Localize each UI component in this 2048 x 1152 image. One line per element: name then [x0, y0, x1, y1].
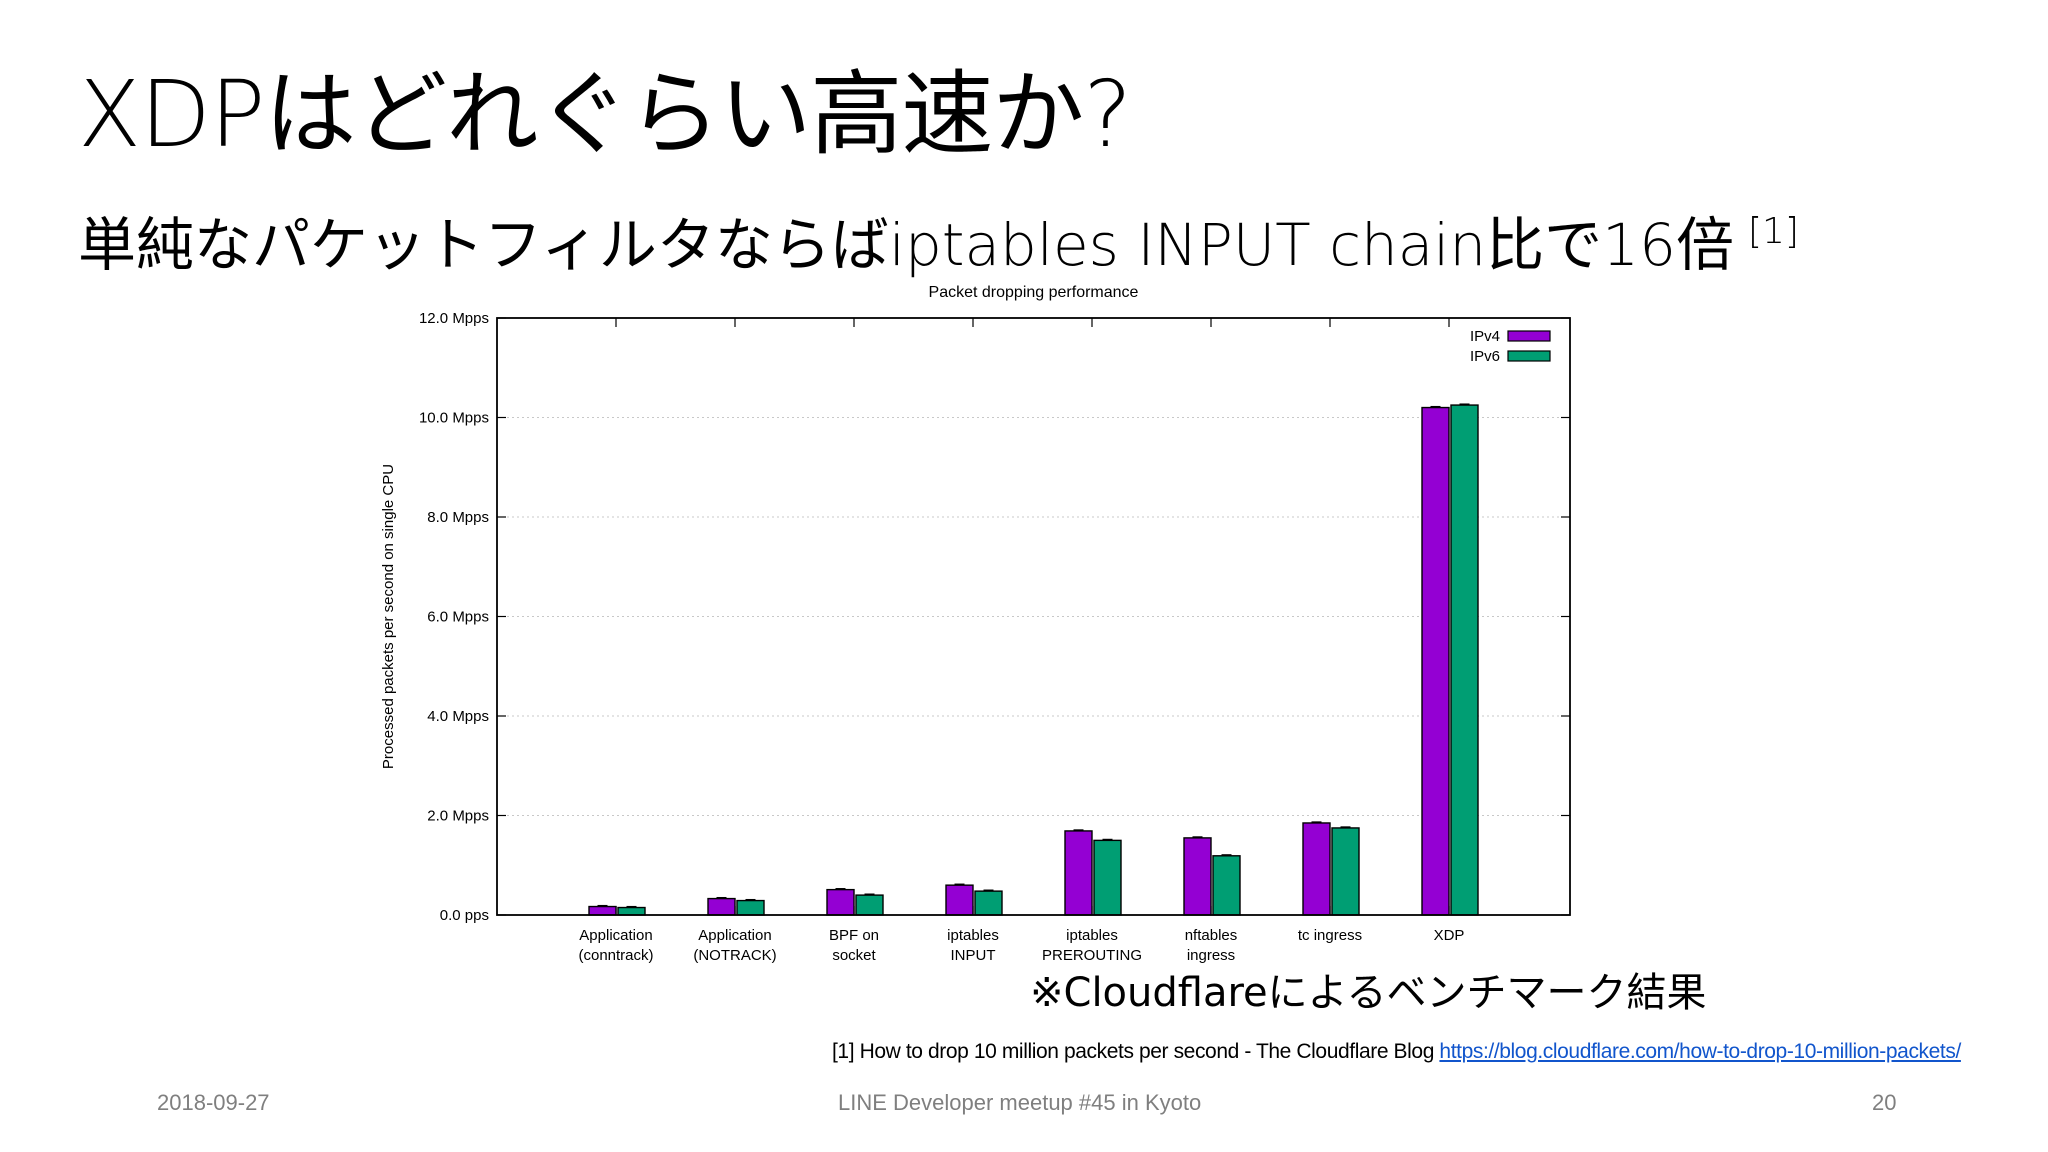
x-tick-label: PREROUTING — [1042, 947, 1142, 964]
reference-footnote: [1] How to drop 10 million packets per s… — [832, 1040, 1961, 1064]
bar-ipv6-4 — [1093, 839, 1122, 916]
legend-label-ipv6: IPv6 — [1470, 348, 1500, 365]
y-tick-label: 2.0 Mpps — [427, 808, 489, 825]
y-axis-label: Processed packets per second on single C… — [380, 464, 397, 769]
bar-ipv4-0 — [588, 905, 617, 916]
x-tick-label: ingress — [1187, 947, 1235, 964]
x-tick-label: (conntrack) — [578, 947, 653, 964]
bar-ipv4-7 — [1421, 406, 1450, 916]
y-tick-label: 0.0 pps — [440, 907, 489, 924]
plot-frame — [496, 317, 1571, 916]
bar-ipv6-7 — [1450, 404, 1479, 916]
legend-label-ipv4: IPv4 — [1470, 328, 1500, 345]
footer-event: LINE Developer meetup #45 in Kyoto — [838, 1090, 1202, 1115]
x-tick-label: iptables — [1066, 927, 1118, 944]
bar-ipv4-1 — [707, 897, 736, 916]
legend-swatch-ipv4 — [1507, 330, 1551, 342]
chart-title: Packet dropping performance — [929, 284, 1139, 301]
y-tick-label: 12.0 Mpps — [419, 310, 489, 327]
bar-ipv6-5 — [1212, 855, 1241, 916]
x-tick-label: BPF on — [829, 927, 879, 944]
slide-subtitle: 単純なパケットフィルタならばiptables INPUT chain比で16倍 [… — [78, 198, 1799, 282]
bar-ipv6-6 — [1331, 827, 1360, 916]
x-tick-label: Application — [698, 927, 771, 944]
y-tick-label: 6.0 Mpps — [427, 609, 489, 626]
benchmark-note: ※Cloudflareによるベンチマーク結果 — [1030, 970, 1707, 1016]
y-tick-label: 4.0 Mpps — [427, 708, 489, 725]
packet-dropping-chart: Packet dropping performance 0.0 pps 2.0 Mp… — [380, 284, 1571, 964]
page-number: 20 — [1872, 1090, 1897, 1115]
reference-link[interactable]: https://blog.cloudflare.com/how-to-drop-… — [1439, 1040, 1961, 1063]
bar-ipv4-3 — [945, 884, 974, 916]
bar-ipv6-1 — [736, 899, 765, 916]
x-tick-label: nftables — [1185, 927, 1238, 944]
bar-ipv6-0 — [617, 906, 646, 916]
x-tick-label: tc ingress — [1298, 927, 1362, 944]
bar-ipv4-6 — [1302, 822, 1331, 916]
bar-ipv4-2 — [826, 888, 855, 916]
x-tick-label: socket — [832, 947, 876, 964]
x-tick-label: INPUT — [951, 947, 996, 964]
subtitle-text: 単純なパケットフィルタならばiptables INPUT chain比で16倍 — [78, 211, 1734, 279]
y-tick-label: 10.0 Mpps — [419, 410, 489, 427]
reference-text: [1] How to drop 10 million packets per s… — [832, 1040, 1440, 1063]
x-tick-label: (NOTRACK) — [693, 947, 776, 964]
subtitle-reference-mark: [1] — [1747, 211, 1799, 252]
bar-ipv4-4 — [1064, 830, 1093, 916]
bar-ipv4-5 — [1183, 837, 1212, 916]
bar-ipv6-2 — [855, 894, 884, 916]
legend-swatch-ipv6 — [1507, 350, 1551, 362]
y-tick-label: 8.0 Mpps — [427, 509, 489, 526]
footer-date: 2018-09-27 — [157, 1090, 270, 1115]
bar-ipv6-3 — [974, 890, 1003, 916]
slide-title: XDPはどれぐらい高速か? — [78, 61, 1132, 168]
x-tick-label: iptables — [947, 927, 999, 944]
x-tick-label: Application — [579, 927, 652, 944]
x-tick-label: XDP — [1434, 927, 1465, 944]
